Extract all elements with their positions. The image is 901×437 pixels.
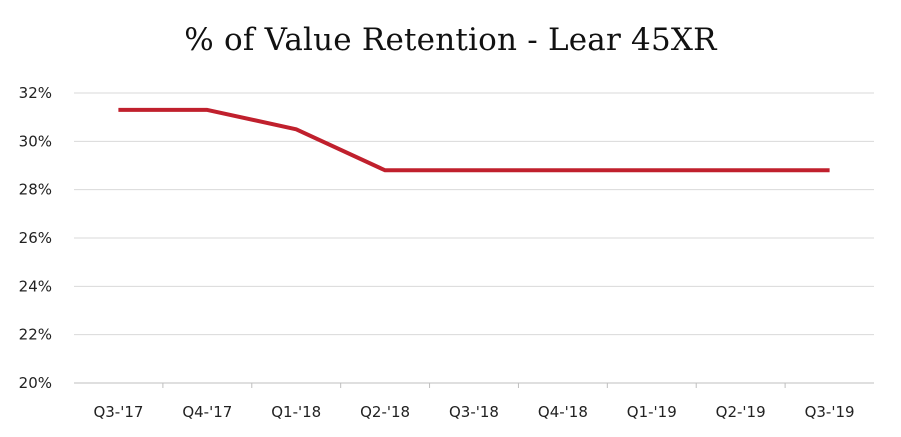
x-tick-label: Q3-'19 (805, 403, 855, 421)
series-line (118, 107, 830, 173)
y-tick-label: 32% (19, 84, 52, 102)
x-tick-label: Q2-'18 (360, 403, 410, 421)
x-tick-label: Q1-'18 (271, 403, 321, 421)
x-tick-label: Q4-'17 (182, 403, 232, 421)
x-tick-label: Q4-'18 (538, 403, 588, 421)
x-tick-label: Q3-'18 (449, 403, 499, 421)
y-tick-label: 28% (19, 181, 52, 199)
y-tick-label: 26% (19, 229, 52, 247)
chart-title: % of Value Retention - Lear 45XR (184, 22, 717, 58)
y-tick-label: 24% (19, 277, 52, 295)
y-tick-label: 22% (19, 326, 52, 344)
y-tick-label: 30% (19, 132, 52, 150)
x-tick-label: Q2-'19 (716, 403, 766, 421)
y-tick-label: 20% (19, 374, 52, 392)
x-tick-label: Q3-'17 (93, 403, 143, 421)
x-tick-label: Q1-'19 (627, 403, 677, 421)
